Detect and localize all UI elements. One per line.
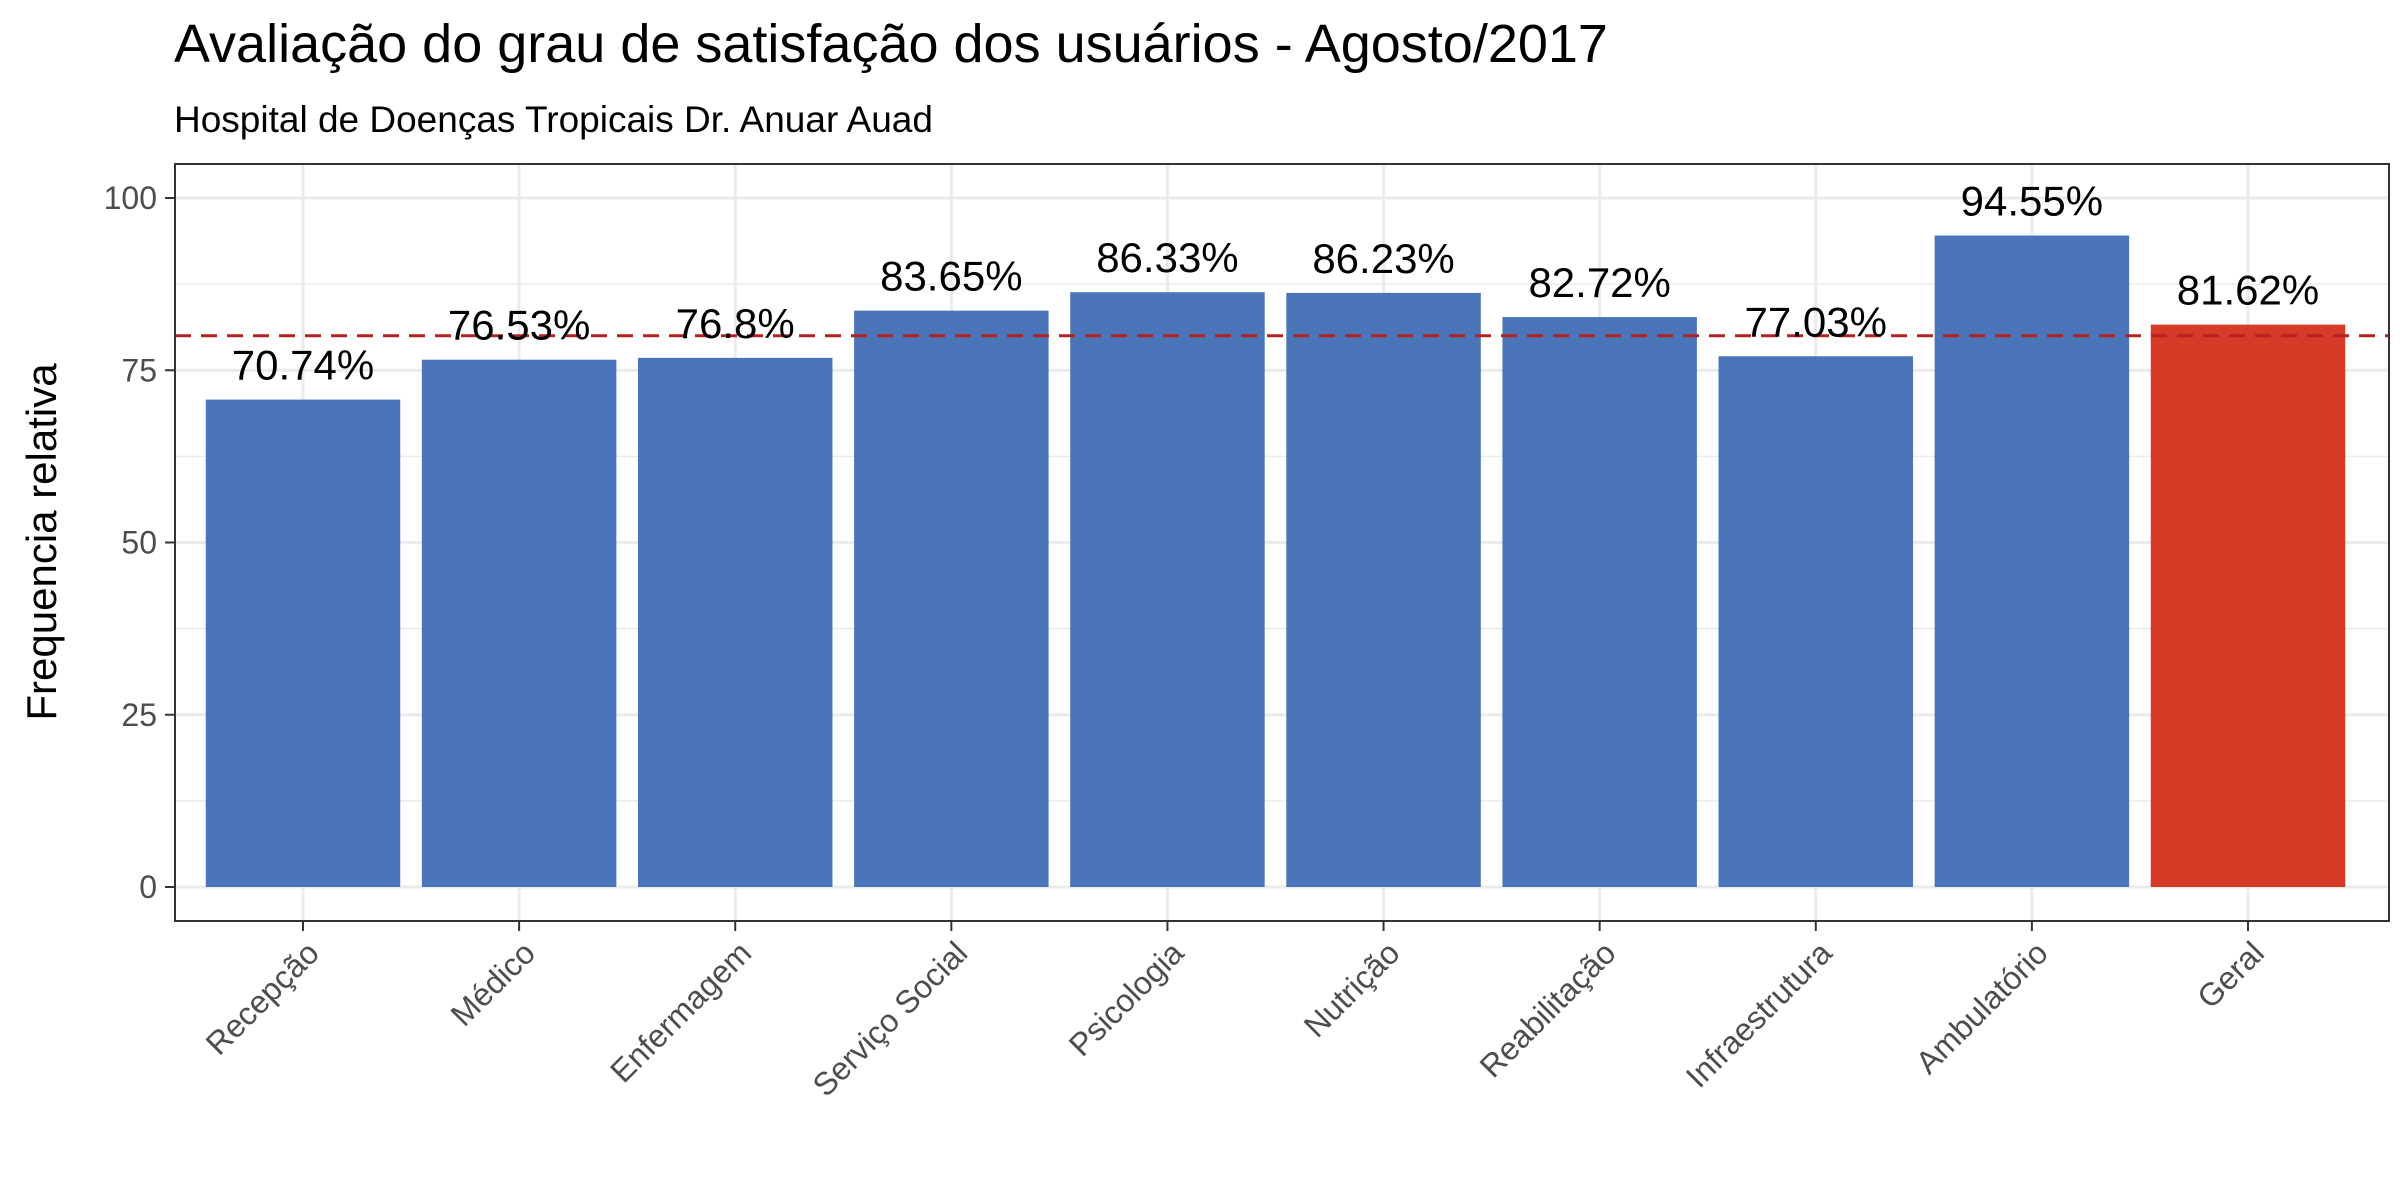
y-tick-label: 25 <box>121 697 157 733</box>
x-tick-label: Infraestrutura <box>1679 934 1839 1094</box>
bar-geral <box>2150 324 2346 888</box>
data-label: 83.65% <box>880 253 1022 300</box>
x-tick-label: Recepção <box>199 934 326 1061</box>
bar-infraestrutura <box>1718 356 1914 887</box>
bar-ambulat-rio <box>1934 235 2130 887</box>
bar-psicologia <box>1070 292 1265 888</box>
data-label: 76.8% <box>676 300 795 347</box>
y-tick-label: 0 <box>139 869 157 905</box>
bar-nutri-o <box>1286 292 1481 887</box>
y-tick-label: 100 <box>104 180 157 216</box>
x-axis: Recepção Médico Enfermagem Serviço Social Ps… <box>199 921 2271 1103</box>
y-axis: 0 25 50 75 100 <box>104 180 175 905</box>
y-tick-label: 50 <box>121 525 157 561</box>
bar-reabilita-o <box>1502 317 1697 887</box>
bars <box>205 235 2346 888</box>
x-tick-label: Enfermagem <box>603 934 758 1089</box>
data-labels: 70.74% 76.53% 76.8% 83.65% 86.33% 86.23% 82.72… <box>232 178 2319 389</box>
data-label: 94.55% <box>1961 178 2103 225</box>
data-label: 77.03% <box>1745 298 1887 345</box>
chart-subtitle: Hospital de Doenças Tropicais Dr. Anuar … <box>174 99 933 140</box>
y-axis-label: Frequencia relativa <box>18 363 65 721</box>
data-label: 86.33% <box>1096 234 1238 281</box>
bar-enfermagem <box>637 357 833 887</box>
x-tick-label: Ambulatório <box>1909 934 2055 1080</box>
y-tick-label: 75 <box>121 352 157 388</box>
data-label: 70.74% <box>232 342 374 389</box>
x-tick-label: Geral <box>2190 934 2271 1015</box>
x-tick-label: Reabilitação <box>1473 934 1623 1084</box>
bar-m-dico <box>421 359 617 887</box>
data-label: 76.53% <box>448 302 590 349</box>
x-tick-label: Nutrição <box>1297 934 1407 1044</box>
data-label: 86.23% <box>1312 235 1454 282</box>
x-tick-label: Médico <box>444 934 542 1032</box>
x-tick-label: Psicologia <box>1062 934 1191 1063</box>
bar-servi-o-social <box>854 310 1049 887</box>
x-tick-label: Serviço Social <box>805 934 974 1103</box>
bar-recep-o <box>205 399 401 887</box>
chart-title: Avaliação do grau de satisfação dos usuá… <box>174 14 1608 74</box>
data-label: 82.72% <box>1528 259 1670 306</box>
data-label: 81.62% <box>2177 267 2319 314</box>
